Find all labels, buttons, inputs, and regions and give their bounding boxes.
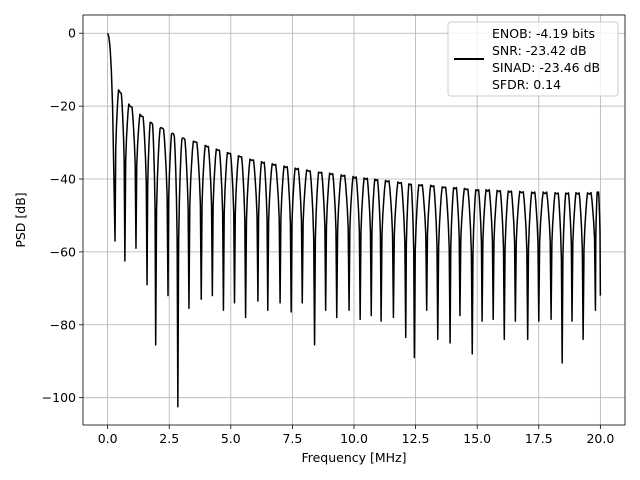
legend-entry-enob: ENOB: -4.19 bits — [492, 26, 595, 41]
y-tick-label: 0 — [68, 26, 76, 41]
x-tick-label: 10.0 — [340, 431, 368, 446]
y-tick-label: −100 — [42, 390, 76, 405]
legend-entry-sfdr: SFDR: 0.14 — [492, 77, 561, 92]
y-tick-label: −60 — [50, 244, 76, 259]
y-tick-label: −20 — [50, 99, 76, 114]
x-tick-label: 12.5 — [402, 431, 430, 446]
legend: ENOB: -4.19 bits SNR: -23.42 dB SINAD: -… — [447, 21, 619, 97]
x-tick-label: 2.5 — [159, 431, 179, 446]
y-tick-label: −80 — [50, 317, 76, 332]
legend-entry-sinad: SINAD: -23.46 dB — [492, 60, 600, 75]
legend-frame — [447, 21, 619, 97]
plot-area — [106, 32, 602, 408]
y-axis-label: PSD [dB] — [13, 192, 28, 247]
x-tick-label: 5.0 — [221, 431, 241, 446]
grid — [83, 15, 625, 425]
x-tick-label: 20.0 — [586, 431, 614, 446]
x-tick-label: 17.5 — [525, 431, 553, 446]
x-tick-label: 7.5 — [282, 431, 302, 446]
x-tick-label: 15.0 — [463, 431, 491, 446]
legend-entry-snr: SNR: -23.42 dB — [492, 43, 587, 58]
x-axis-label: Frequency [MHz] — [301, 450, 406, 465]
psd-series-line — [106, 32, 602, 408]
y-tick-label: −40 — [50, 172, 76, 187]
axis-ticks: 0.0 2.5 5.0 7.5 10.0 12.5 15.0 17.5 20.0 0 −20 −40 −… — [42, 26, 615, 446]
x-tick-label: 0.0 — [98, 431, 118, 446]
